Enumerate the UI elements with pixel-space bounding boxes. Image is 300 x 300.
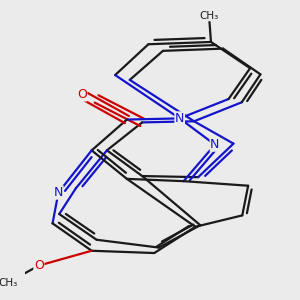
Text: CH₃: CH₃ [0,278,17,288]
Text: CH₃: CH₃ [200,11,219,21]
Text: N: N [175,112,184,125]
Text: N: N [54,186,63,199]
Text: O: O [77,88,87,101]
Text: O: O [34,259,44,272]
Text: N: N [210,138,220,151]
